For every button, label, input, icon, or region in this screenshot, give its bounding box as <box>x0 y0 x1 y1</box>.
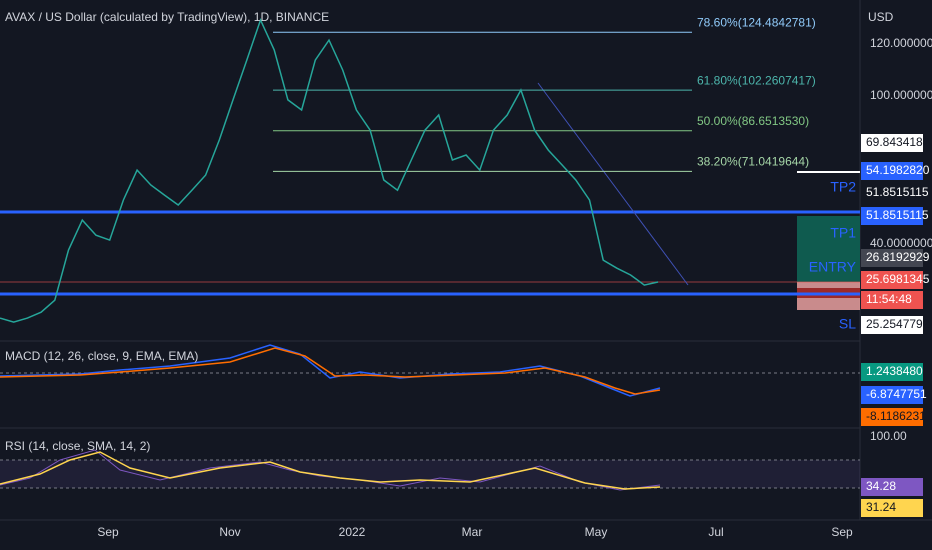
price-label: -6.8747751 <box>866 387 927 401</box>
fib-levels: 78.60%(124.4842781) 61.80%(102.2607417) 50… <box>273 15 816 172</box>
price-label-bg <box>861 499 923 517</box>
price-label: 25.6981345 <box>866 272 930 286</box>
price-line <box>0 17 659 323</box>
time-tick: May <box>585 525 608 539</box>
price-label-bg <box>861 184 923 202</box>
price-label: -8.1186231 <box>866 409 926 423</box>
price-label: 69.8434187 <box>866 135 930 149</box>
price-label: 34.28 <box>866 479 896 493</box>
price-label: 25.2547792 <box>866 317 930 331</box>
fib-label: 78.60%(124.4842781) <box>697 15 816 29</box>
rsi-band <box>0 460 860 488</box>
price-unit: USD <box>868 10 894 24</box>
price-label: 11:54:48 <box>866 292 912 306</box>
price-label: 51.8515115 <box>866 208 929 222</box>
trend-line <box>537 82 689 286</box>
marker-label: SL <box>839 316 856 332</box>
rsi-ma <box>0 451 661 490</box>
price-label: 31.24 <box>866 500 896 514</box>
marker-label: ENTRY <box>809 259 857 275</box>
price-tick: 40.0000000 <box>870 236 932 250</box>
fib-label: 61.80%(102.2607417) <box>697 73 816 87</box>
time-tick: Sep <box>97 525 119 539</box>
signal-line <box>0 347 661 395</box>
price-label: 26.8192929 <box>866 250 930 264</box>
marker-label: TP2 <box>830 179 856 195</box>
fib-label: 50.00%(86.6513530) <box>697 114 809 128</box>
price-label-bg <box>861 291 923 309</box>
rsi-title: RSI (14, close, SMA, 14, 2) <box>5 439 150 453</box>
time-tick: 2022 <box>339 525 366 539</box>
rsi-tick: 100.00 <box>870 429 907 443</box>
price-label-bg <box>861 363 923 381</box>
price-label-bg <box>861 134 923 152</box>
time-tick: Mar <box>462 525 483 539</box>
price-tick: 120.0000000 <box>870 36 932 50</box>
macd-title: MACD (12, 26, close, 9, EMA, EMA) <box>5 349 198 363</box>
price-labels: 69.8434187 54.1982820 51.8515115 51.8515115… <box>861 134 930 517</box>
time-tick: Nov <box>219 525 240 539</box>
price-tick: 100.0000000 <box>870 88 932 102</box>
macd-line <box>0 344 661 397</box>
price-label-bg <box>861 162 923 180</box>
price-label-bg <box>861 249 923 267</box>
price-label-bg <box>861 271 923 289</box>
price-label-bg <box>861 408 923 426</box>
chart-title: AVAX / US Dollar (calculated by TradingV… <box>5 10 329 24</box>
price-label-bg <box>861 207 923 225</box>
time-tick: Sep <box>831 525 853 539</box>
price-label-bg <box>861 478 923 496</box>
price-label-bg <box>861 386 923 404</box>
price-label: 51.8515115 <box>866 185 929 199</box>
tp-zone <box>797 216 860 282</box>
time-tick: Jul <box>708 525 723 539</box>
price-label: 54.1982820 <box>866 163 930 177</box>
price-label-bg <box>861 316 923 334</box>
fib-label: 38.20%(71.0419644) <box>697 154 809 168</box>
marker-label: TP1 <box>830 225 856 241</box>
price-series <box>0 17 659 323</box>
price-label: 1.2438480 <box>866 364 923 378</box>
